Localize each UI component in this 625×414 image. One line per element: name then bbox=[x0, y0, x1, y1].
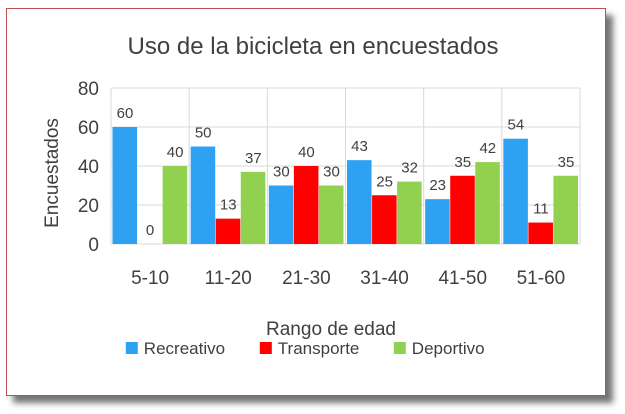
gridlines bbox=[110, 87, 581, 245]
y-tick-label: 80 bbox=[78, 79, 99, 100]
data-label: 23 bbox=[429, 177, 446, 194]
y-tick-label: 20 bbox=[78, 196, 99, 217]
bars bbox=[112, 127, 578, 244]
bar bbox=[112, 127, 138, 244]
data-label: 35 bbox=[558, 154, 575, 171]
chart-title: Uso de la bicicleta en encuestados bbox=[128, 33, 499, 60]
legend-swatch bbox=[259, 342, 272, 354]
data-label: 0 bbox=[146, 222, 154, 239]
legend-swatch bbox=[125, 342, 138, 354]
x-tick-label: 51-60 bbox=[517, 268, 566, 289]
bar-chart: Uso de la bicicleta en encuestados Encue… bbox=[42, 33, 581, 358]
bar bbox=[240, 171, 266, 244]
y-axis-label: Encuestados bbox=[42, 118, 63, 228]
data-label: 42 bbox=[479, 140, 496, 157]
data-label: 40 bbox=[298, 144, 315, 161]
bar bbox=[553, 175, 578, 244]
legend-label: Recreativo bbox=[144, 339, 225, 358]
x-axis-label: Rango de edad bbox=[266, 319, 396, 340]
data-label: 50 bbox=[195, 125, 212, 142]
y-tick-label: 0 bbox=[88, 235, 99, 256]
bar bbox=[268, 185, 294, 244]
chart-frame: Uso de la bicicleta en encuestados Encue… bbox=[6, 8, 606, 396]
bar bbox=[425, 199, 450, 244]
legend-label: Transporte bbox=[278, 339, 360, 358]
x-tick-label: 31-40 bbox=[360, 268, 409, 289]
data-label: 43 bbox=[351, 138, 368, 155]
x-tick-label: 11-20 bbox=[205, 268, 252, 289]
bar bbox=[347, 160, 372, 244]
data-label: 30 bbox=[323, 164, 340, 181]
data-label: 30 bbox=[273, 164, 290, 181]
bar bbox=[528, 222, 553, 244]
data-label: 11 bbox=[533, 201, 549, 218]
data-label: 35 bbox=[454, 154, 471, 171]
x-tick-label: 5-10 bbox=[131, 268, 169, 289]
x-tick-label: 21-30 bbox=[282, 268, 331, 289]
bar bbox=[318, 185, 344, 244]
legend-label: Deportivo bbox=[412, 339, 485, 358]
bar bbox=[397, 181, 422, 244]
legend-swatch bbox=[393, 342, 406, 354]
bar bbox=[293, 166, 319, 244]
bar bbox=[215, 218, 241, 244]
bar bbox=[372, 195, 397, 244]
x-axis-ticks: 5-10 11-20 21-30 31-40 41-50 51-60 bbox=[131, 268, 565, 289]
y-axis-ticks: 0 20 40 60 80 bbox=[78, 79, 99, 256]
data-label: 25 bbox=[376, 173, 393, 190]
bar bbox=[190, 146, 216, 244]
legend: Recreativo Transporte Deportivo bbox=[125, 339, 485, 358]
bar bbox=[503, 138, 528, 244]
bar bbox=[162, 166, 188, 244]
data-label: 40 bbox=[167, 144, 184, 161]
data-label: 37 bbox=[245, 150, 262, 167]
data-label: 54 bbox=[508, 117, 525, 134]
bar bbox=[475, 162, 500, 244]
data-label: 60 bbox=[117, 105, 134, 122]
data-labels: 60 0 40 50 13 37 30 40 30 43 25 32 23 35 42 54 11 35 bbox=[117, 105, 575, 239]
bar bbox=[450, 175, 475, 244]
y-tick-label: 40 bbox=[78, 157, 99, 178]
y-tick-label: 60 bbox=[78, 118, 99, 139]
data-label: 32 bbox=[401, 160, 418, 177]
x-tick-label: 41-50 bbox=[438, 268, 487, 289]
data-label: 13 bbox=[220, 197, 237, 214]
